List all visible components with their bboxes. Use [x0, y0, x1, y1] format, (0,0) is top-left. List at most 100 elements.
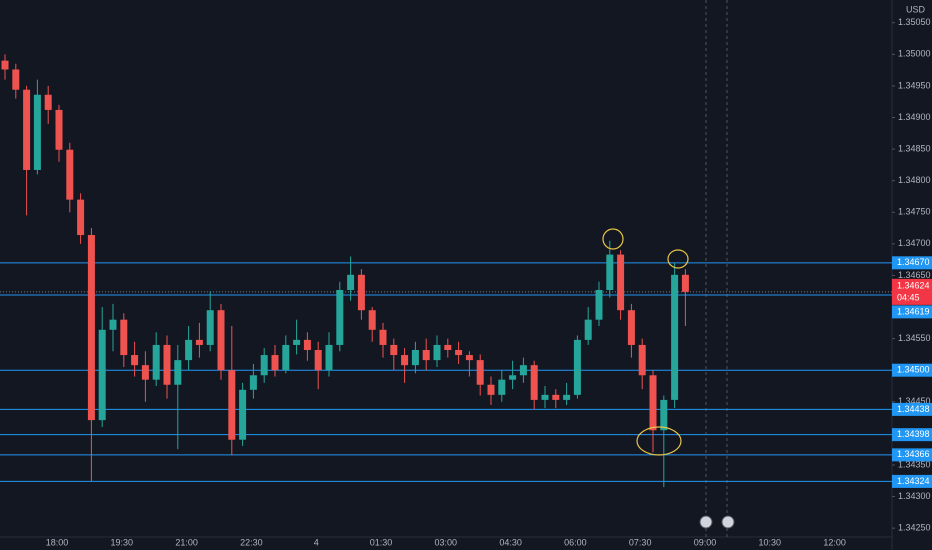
candle-body	[465, 355, 473, 361]
candle-body	[476, 360, 484, 385]
candle-body	[23, 89, 31, 170]
candle-body	[33, 94, 41, 170]
candle-body	[195, 339, 203, 345]
candle-body	[379, 329, 387, 345]
candle-body	[282, 344, 290, 371]
y-tick-label: 1.34800	[898, 175, 931, 185]
candle-body	[174, 360, 182, 385]
candle-body	[347, 274, 355, 290]
level-label: 1.34438	[897, 404, 930, 414]
candle-body	[120, 319, 128, 356]
countdown-label: 04:45	[897, 292, 920, 302]
x-tick-label: 12:00	[823, 537, 846, 547]
event-icons[interactable]	[699, 515, 735, 529]
candle-body	[12, 69, 20, 90]
x-tick-label: 09:00	[694, 537, 717, 547]
candle-body	[617, 254, 625, 311]
candle-body	[519, 365, 527, 376]
candle-body	[217, 310, 225, 371]
level-label: 1.34324	[897, 476, 930, 486]
candle-body	[141, 365, 149, 380]
level-badge	[892, 448, 932, 462]
candle-body	[660, 399, 668, 431]
x-tick-label: 04:30	[499, 537, 522, 547]
candle-body	[1, 60, 9, 70]
candle-body	[109, 319, 117, 330]
candle-body	[368, 310, 376, 330]
y-tick-label: 1.34450	[898, 396, 931, 406]
level-badge	[892, 256, 932, 270]
y-tick-label: 1.35050	[898, 17, 931, 27]
x-tick-label: 03:00	[435, 537, 458, 547]
candle-body	[552, 394, 560, 400]
x-tick-label: 06:00	[564, 537, 587, 547]
y-tick-label: 1.34250	[898, 523, 931, 533]
candle-body	[314, 349, 322, 371]
y-tick-label: 1.34950	[898, 80, 931, 90]
candle-body	[541, 394, 549, 400]
y-tick-label: 1.34850	[898, 143, 931, 153]
price-axis: 1.35050 1.35000 1.34950 1.34900 1.34850 1.348…	[46, 17, 932, 547]
candle-body	[595, 289, 603, 320]
candle-body	[131, 355, 139, 366]
candle-body	[455, 349, 463, 356]
candle-body	[509, 375, 517, 380]
x-tick-label: 19:30	[111, 537, 134, 547]
candle-body	[357, 274, 365, 311]
y-tick-label: 1.34650	[898, 270, 931, 280]
x-tick-label: 07:30	[629, 537, 652, 547]
candle-body	[411, 349, 419, 366]
level-badge	[892, 363, 932, 377]
y-tick-label: 1.34900	[898, 112, 931, 122]
current-price-label: 1.34624	[897, 280, 930, 290]
y-tick-label: 1.34350	[898, 459, 931, 469]
x-tick-label: 18:00	[46, 537, 69, 547]
candle-body	[563, 394, 571, 400]
level-badge	[892, 402, 932, 416]
level-label: 1.34670	[897, 257, 930, 267]
candle-body	[303, 339, 311, 350]
candle-body	[239, 389, 247, 440]
candle-body	[66, 149, 74, 200]
candle-body	[584, 319, 592, 340]
highlight-circle	[602, 228, 624, 250]
y-tick-label: 1.35000	[898, 49, 931, 59]
event-icon[interactable]	[699, 515, 713, 529]
candle-body	[325, 344, 333, 371]
candle-body	[293, 339, 301, 345]
candle-body	[271, 355, 279, 371]
current-price-badge	[892, 278, 932, 305]
candles	[1, 54, 689, 488]
candle-body	[649, 375, 657, 431]
candle-body	[530, 365, 538, 400]
candle-body	[44, 94, 52, 110]
candle-body	[681, 274, 689, 292]
event-icon[interactable]	[721, 515, 735, 529]
candle-body	[77, 199, 85, 236]
y-tick-label: 1.34300	[898, 491, 931, 501]
x-tick-label: 22:30	[240, 537, 263, 547]
candle-body	[228, 370, 236, 440]
candle-body	[638, 344, 646, 376]
candle-body	[206, 310, 214, 345]
candle-body	[163, 344, 171, 385]
x-tick-label: 4	[314, 537, 319, 547]
candle-body	[487, 384, 495, 395]
x-tick-label: 01:30	[370, 537, 393, 547]
level-label: 1.34398	[897, 429, 930, 439]
candle-body	[87, 235, 95, 421]
level-label: 1.34500	[897, 365, 930, 375]
candle-body	[401, 355, 409, 366]
y-tick-label: 1.34700	[898, 238, 931, 248]
level-badge	[892, 474, 932, 488]
x-tick-label: 10:30	[759, 537, 782, 547]
level-badge	[892, 428, 932, 442]
candle-body	[606, 254, 614, 290]
candle-body	[433, 344, 441, 361]
candle-body	[98, 329, 106, 421]
y-tick-label: 1.34750	[898, 207, 931, 217]
candle-body	[390, 344, 398, 356]
level-label: 1.34366	[897, 449, 930, 459]
level-label: 1.34619	[897, 306, 930, 316]
